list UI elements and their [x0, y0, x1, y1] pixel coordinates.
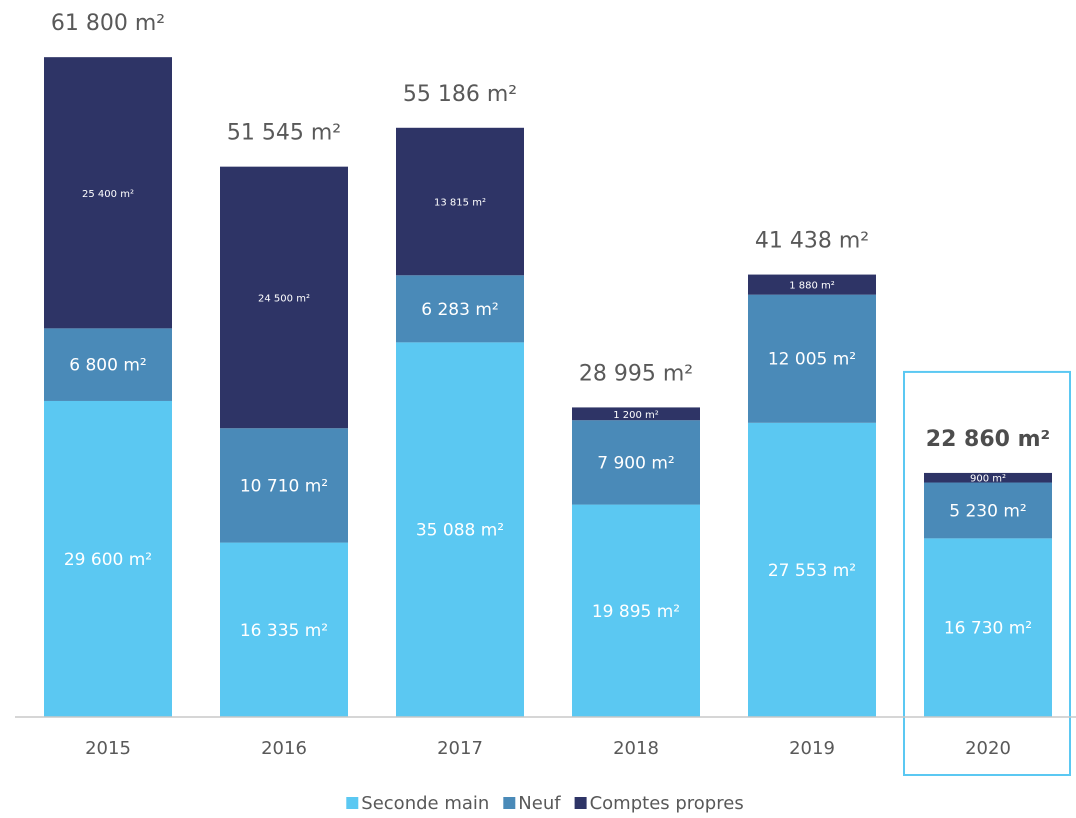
segment-label: 900 m²	[970, 474, 1006, 485]
total-label: 28 995 m²	[579, 361, 693, 386]
segment-label: 25 400 m²	[82, 189, 134, 200]
total-label: 41 438 m²	[755, 229, 869, 254]
segment-label: 24 500 m²	[258, 293, 310, 304]
segment-label: 6 283 m²	[421, 300, 498, 320]
bar-segment	[44, 57, 172, 329]
bar-segment	[572, 407, 700, 421]
segment-label: 12 005 m²	[768, 350, 856, 370]
legend-label: Neuf	[518, 793, 561, 814]
legend-swatch	[574, 797, 587, 809]
x-tick-label: 2019	[789, 738, 835, 759]
highlight-box	[903, 370, 1071, 776]
total-label: 51 545 m²	[227, 121, 341, 146]
bar-segment	[44, 328, 172, 401]
segment-label: 29 600 m²	[64, 550, 152, 570]
bar-segment	[396, 127, 524, 276]
segment-label: 1 880 m²	[789, 281, 835, 292]
bar-segment	[748, 274, 876, 295]
bar-segment	[748, 294, 876, 423]
bar-segment	[44, 400, 172, 717]
bar-segment	[572, 504, 700, 717]
bar-segment	[748, 422, 876, 717]
x-tick-label: 2015	[85, 738, 131, 759]
legend-label: Comptes propres	[590, 793, 744, 814]
segment-label: 7 900 m²	[597, 453, 674, 473]
segment-label: 16 730 m²	[944, 619, 1032, 639]
x-tick-label: 2020	[965, 738, 1011, 759]
total-label: 55 186 m²	[403, 82, 517, 107]
segment-label: 27 553 m²	[768, 561, 856, 581]
total-label: 61 800 m²	[51, 11, 165, 36]
bar-segment	[220, 166, 348, 429]
segment-label: 19 895 m²	[592, 602, 680, 622]
segment-label: 10 710 m²	[240, 476, 328, 496]
segment-label: 6 800 m²	[69, 356, 146, 376]
bar-segment	[572, 420, 700, 505]
x-tick-label: 2018	[613, 738, 659, 759]
segment-label: 1 200 m²	[613, 410, 659, 421]
bar-segment	[924, 482, 1052, 539]
bar-segment	[220, 428, 348, 543]
bar-segment	[924, 472, 1052, 483]
x-tick-label: 2016	[261, 738, 307, 759]
segment-label: 35 088 m²	[416, 521, 504, 541]
bar-segment	[396, 342, 524, 717]
legend-swatch	[503, 797, 516, 809]
segment-label: 13 815 m²	[434, 198, 486, 209]
bar-segment	[924, 538, 1052, 717]
segment-label: 16 335 m²	[240, 621, 328, 641]
legend-swatch	[346, 797, 359, 809]
x-tick-label: 2017	[437, 738, 483, 759]
segment-label: 5 230 m²	[949, 501, 1026, 521]
total-label: 22 860 m²	[926, 427, 1050, 452]
bar-segment	[396, 275, 524, 343]
legend-label: Seconde main	[361, 793, 489, 814]
bar-segment	[220, 542, 348, 717]
